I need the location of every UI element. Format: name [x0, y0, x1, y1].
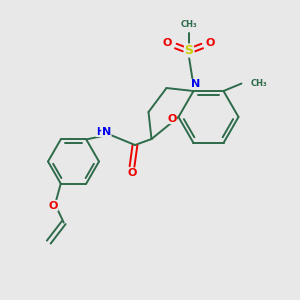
Text: N: N: [102, 127, 111, 136]
Text: S: S: [184, 44, 194, 57]
Text: O: O: [167, 113, 177, 124]
Text: CH₃: CH₃: [181, 20, 197, 29]
Text: O: O: [127, 168, 137, 178]
Text: H: H: [96, 127, 104, 136]
Text: O: O: [206, 38, 215, 48]
Text: O: O: [49, 200, 58, 211]
Text: O: O: [163, 38, 172, 48]
Text: CH₃: CH₃: [250, 79, 267, 88]
Text: N: N: [191, 80, 200, 89]
